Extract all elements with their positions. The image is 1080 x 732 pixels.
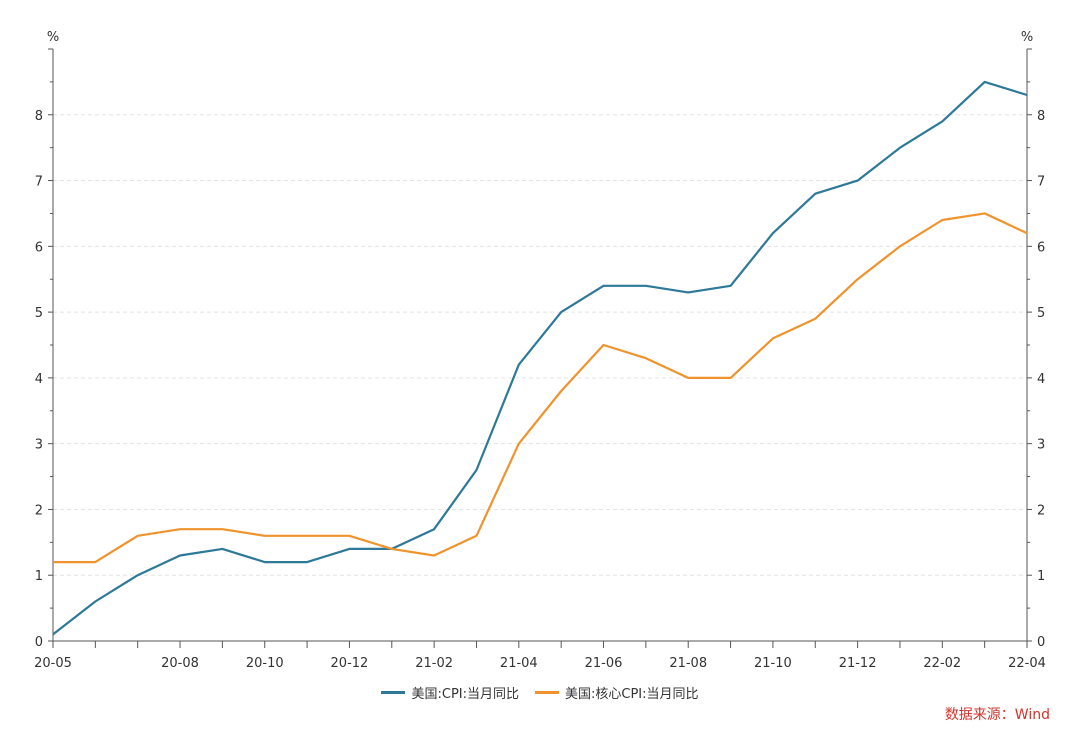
- y-tick-label-right: 0: [1037, 635, 1045, 650]
- y-tick-label-right: 3: [1037, 438, 1045, 453]
- legend-swatch-cpi: [381, 691, 406, 694]
- y-tick-label-left: 3: [35, 438, 43, 453]
- x-tick-label: 20-12: [331, 656, 369, 671]
- y-unit-left: %: [47, 30, 59, 45]
- y-tick-label-right: 1: [1037, 569, 1045, 584]
- legend-swatch-core-cpi: [535, 691, 559, 694]
- y-tick-label-left: 2: [35, 503, 43, 518]
- legend: 美国:CPI:当月同比 美国:核心CPI:当月同比: [0, 683, 1080, 702]
- y-tick-label-left: 8: [35, 109, 43, 124]
- x-tick-label: 21-02: [415, 656, 453, 671]
- x-tick-label: 21-10: [754, 656, 792, 671]
- y-tick-label-right: 2: [1037, 503, 1045, 518]
- x-tick-label: 22-02: [923, 656, 961, 671]
- x-tick-label: 20-05: [34, 656, 72, 671]
- y-tick-label-right: 4: [1037, 372, 1045, 387]
- legend-label-core-cpi: 美国:核心CPI:当月同比: [565, 687, 699, 702]
- series-line-0: [52, 80, 1028, 636]
- y-tick-label-right: 5: [1037, 306, 1045, 321]
- legend-label-cpi: 美国:CPI:当月同比: [411, 687, 519, 702]
- y-tick-label-left: 4: [35, 372, 43, 387]
- x-tick-label: 20-10: [246, 656, 284, 671]
- x-tick-label: 21-12: [839, 656, 877, 671]
- source-note: 数据来源：Wind: [944, 707, 1050, 723]
- legend-item-core-cpi: 美国:核心CPI:当月同比: [535, 683, 699, 702]
- x-tick-label: 21-06: [585, 656, 623, 671]
- x-tick-label: 21-08: [669, 656, 707, 671]
- x-tick-label: 22-04: [1008, 656, 1046, 671]
- y-tick-label-right: 7: [1037, 175, 1045, 190]
- x-tick-label: 20-08: [161, 656, 199, 671]
- series-line-1: [53, 212, 1028, 564]
- legend-item-cpi: 美国:CPI:当月同比: [381, 683, 519, 702]
- x-tick-label: 21-04: [500, 656, 538, 671]
- y-unit-right: %: [1021, 30, 1033, 45]
- y-tick-label-left: 0: [35, 635, 43, 650]
- y-tick-label-right: 6: [1037, 240, 1045, 255]
- y-tick-label-left: 6: [35, 240, 43, 255]
- y-tick-label-left: 7: [35, 175, 43, 190]
- y-tick-label-left: 5: [35, 306, 43, 321]
- y-tick-label-right: 8: [1037, 109, 1045, 124]
- y-tick-label-left: 1: [35, 569, 43, 584]
